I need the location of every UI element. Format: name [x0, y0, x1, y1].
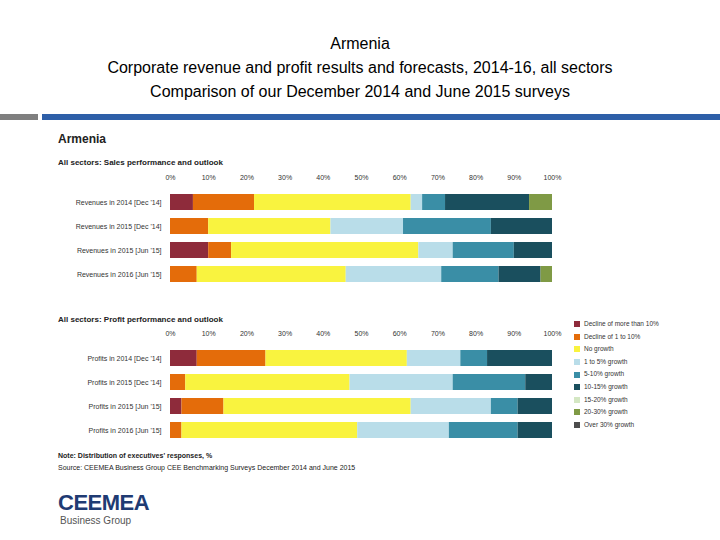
svg-text:80%: 80% [469, 330, 483, 337]
svg-text:10%: 10% [202, 174, 216, 181]
svg-text:0%: 0% [165, 174, 175, 181]
svg-text:Profits in 2014 [Dec '14]: Profits in 2014 [Dec '14] [87, 355, 161, 363]
svg-text:90%: 90% [507, 330, 521, 337]
html-text:Decline of more than 10%: Decline of more than 10% [584, 320, 659, 327]
svg-text:100%: 100% [544, 330, 562, 337]
html-text:Comparison of our December 201: Comparison of our December 2014 and June… [150, 83, 570, 100]
svg-text:30%: 30% [278, 330, 292, 337]
svg-text:20%: 20% [240, 330, 254, 337]
html-text:Armenia: Armenia [330, 35, 390, 52]
html-text:5-10% growth: 5-10% growth [584, 370, 625, 378]
html-text:15-20% growth: 15-20% growth [584, 395, 628, 403]
svg-text:Revenues in 2015 [Jun '15]: Revenues in 2015 [Jun '15] [77, 247, 162, 255]
html-text:Source: CEEMEA Business Group: Source: CEEMEA Business Group CEE Benchm… [58, 464, 356, 471]
svg-text:80%: 80% [469, 174, 483, 181]
html-text:CEEMEA: CEEMEA [58, 490, 150, 515]
svg-text:60%: 60% [393, 174, 407, 181]
html-text:1 to 5% growth: 1 to 5% growth [584, 357, 628, 365]
svg-text:Profits in 2015 [Dec '14]: Profits in 2015 [Dec '14] [87, 379, 161, 387]
html-text:No growth: No growth [584, 345, 614, 353]
svg-text:70%: 70% [431, 174, 445, 181]
svg-text:Profits in 2016 [Jun '15]: Profits in 2016 [Jun '15] [89, 427, 162, 435]
svg-text:Profits in 2015 [Jun '15]: Profits in 2015 [Jun '15] [89, 403, 162, 411]
html-text:Over 30% growth: Over 30% growth [584, 420, 635, 428]
html-text:Decline of 1 to 10%: Decline of 1 to 10% [584, 332, 641, 340]
svg-text:10%: 10% [202, 330, 216, 337]
svg-text:50%: 50% [354, 330, 368, 337]
svg-text:Revenues in 2016 [Jun '15]: Revenues in 2016 [Jun '15] [77, 271, 162, 279]
svg-text:100%: 100% [544, 174, 562, 181]
svg-text:70%: 70% [431, 330, 445, 337]
svg-text:40%: 40% [316, 174, 330, 181]
svg-text:60%: 60% [393, 330, 407, 337]
svg-text:Revenues in 2014 [Dec '14]: Revenues in 2014 [Dec '14] [76, 199, 162, 207]
html-text:Armenia: Armenia [58, 132, 106, 146]
html-text:All sectors: Sales performance: All sectors: Sales performance and outlo… [58, 158, 223, 167]
svg-text:30%: 30% [278, 174, 292, 181]
html-text:20-30% growth: 20-30% growth [584, 408, 628, 416]
html-text:10-15% growth: 10-15% growth [584, 383, 628, 390]
svg-text:0%: 0% [165, 330, 175, 337]
svg-text:20%: 20% [240, 174, 254, 181]
html-text:All sectors: Profit performanc: All sectors: Profit performance and outl… [58, 315, 223, 324]
svg-text:Revenues in 2015 [Dec '14]: Revenues in 2015 [Dec '14] [76, 223, 162, 231]
svg-text:50%: 50% [354, 174, 368, 181]
html-text:Corporate revenue and profit r: Corporate revenue and profit results and… [107, 59, 613, 76]
svg-text:40%: 40% [316, 330, 330, 337]
html-text:Business Group: Business Group [60, 515, 132, 526]
html-text:Note: Distribution of executiv: Note: Distribution of executives' respon… [58, 452, 213, 459]
svg-text:90%: 90% [507, 174, 521, 181]
